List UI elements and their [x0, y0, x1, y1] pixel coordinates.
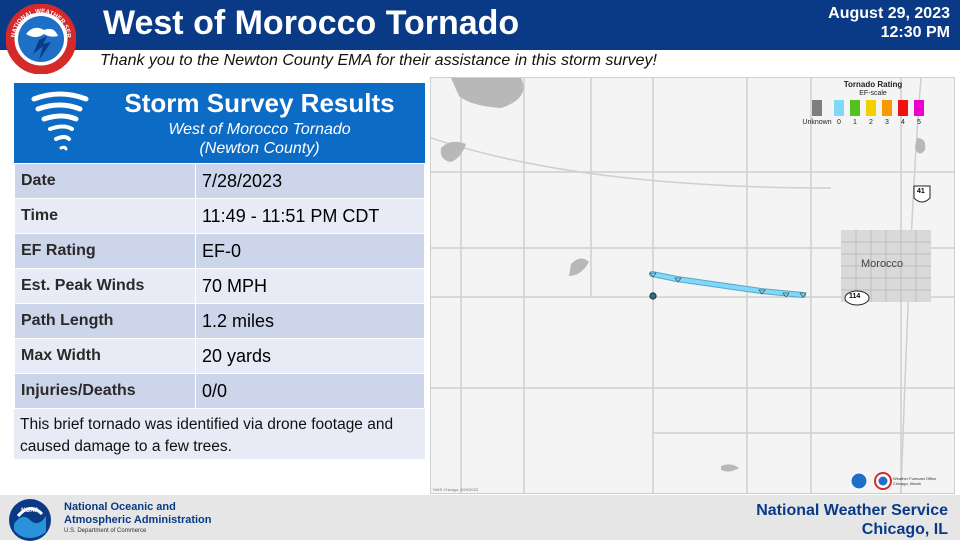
- legend-label: 2: [869, 119, 873, 126]
- panel-subtitle-line2: (Newton County): [199, 140, 320, 157]
- town-label: Morocco: [861, 258, 904, 270]
- row-label: EF Rating: [14, 233, 196, 269]
- row-value: 7/28/2023: [195, 163, 425, 199]
- row-value: 20 yards: [195, 338, 425, 374]
- route-shield-41: [913, 185, 931, 203]
- footer-bar: NOAA National Oceanic and Atmospheric Ad…: [0, 495, 960, 541]
- table-row: Injuries/Deaths 0/0: [14, 373, 425, 409]
- legend-swatch: [882, 100, 892, 116]
- issued-date: August 29, 2023: [828, 5, 950, 22]
- legend-swatch: [898, 100, 908, 116]
- noaa-department: U.S. Department of Commerce: [64, 528, 147, 534]
- legend-swatch: [812, 100, 822, 116]
- tornado-path: [649, 271, 807, 300]
- row-label: Injuries/Deaths: [14, 373, 196, 409]
- damage-path-map[interactable]: Morocco 41 114 NWS Chicago, 8/29/2023 We…: [430, 77, 955, 494]
- legend-swatch: [834, 100, 844, 116]
- map-canvas: [431, 78, 954, 493]
- panel-subtitle: West of Morocco Tornado (Newton County): [94, 120, 425, 158]
- panel-subtitle-line1: West of Morocco Tornado: [168, 121, 351, 138]
- table-row: Date 7/28/2023: [14, 163, 425, 199]
- row-label: Max Width: [14, 338, 196, 374]
- map-credit: NWS Chicago, 8/29/2023: [433, 487, 479, 492]
- row-value: 11:49 - 11:51 PM CDT: [195, 198, 425, 234]
- town-grid: [841, 230, 931, 302]
- legend-label: 4: [901, 119, 905, 126]
- panel-title: Storm Survey Results: [124, 88, 395, 118]
- page-title: West of Morocco Tornado: [103, 4, 520, 42]
- legend-swatch: [866, 100, 876, 116]
- survey-table: Date 7/28/2023 Time 11:49 - 11:51 PM CDT E…: [14, 163, 425, 409]
- tornado-rating-legend: Tornado Rating EF-scale Unknown 0 1 2 3 4 5: [798, 80, 948, 128]
- table-row: Est. Peak Winds 70 MPH: [14, 268, 425, 304]
- acknowledgment-text: Thank you to the Newton County EMA for t…: [100, 52, 657, 69]
- row-label: Time: [14, 198, 196, 234]
- legend-label: Unknown: [802, 119, 832, 126]
- row-label: Date: [14, 163, 196, 199]
- header-bar: West of Morocco Tornado August 29, 2023 …: [0, 0, 960, 50]
- nws-logo-icon: NATIONAL WEATHER SERVICE: [6, 4, 76, 74]
- row-value: 70 MPH: [195, 268, 425, 304]
- office-logo-text: Weather Forecast Office Chicago, Illinoi…: [893, 476, 937, 486]
- survey-results-panel: Storm Survey Results West of Morocco Tor…: [14, 83, 425, 459]
- noaa-name-line1: National Oceanic and: [64, 501, 176, 513]
- svg-text:NOAA: NOAA: [21, 508, 39, 514]
- legend-label: 5: [917, 119, 921, 126]
- table-row: Path Length 1.2 miles: [14, 303, 425, 339]
- legend-label: 1: [853, 119, 857, 126]
- table-row: EF Rating EF-0: [14, 233, 425, 269]
- route-label-41: 41: [917, 188, 925, 195]
- nws-office-line1: National Weather Service: [756, 502, 948, 519]
- legend-label: 0: [837, 119, 841, 126]
- legend-title: Tornado Rating: [843, 80, 903, 89]
- row-value: EF-0: [195, 233, 425, 269]
- issued-datetime: August 29, 2023 12:30 PM: [828, 4, 950, 42]
- map-office-logos: [850, 472, 892, 490]
- route-shield-114: [844, 290, 870, 306]
- row-label: Est. Peak Winds: [14, 268, 196, 304]
- table-row: Max Width 20 yards: [14, 338, 425, 374]
- tornado-icon: [31, 91, 89, 151]
- legend-swatch: [914, 100, 924, 116]
- row-value: 0/0: [195, 373, 425, 409]
- survey-description: This brief tornado was identified via dr…: [14, 409, 425, 459]
- panel-header: Storm Survey Results West of Morocco Tor…: [14, 83, 425, 163]
- noaa-name-line2: Atmospheric Administration: [64, 514, 212, 526]
- row-label: Path Length: [14, 303, 196, 339]
- legend-label: 3: [885, 119, 889, 126]
- legend-swatch: [850, 100, 860, 116]
- nws-office-line2: Chicago, IL: [861, 521, 948, 538]
- legend-subtitle: EF-scale: [859, 90, 887, 97]
- nws-office: National Weather Service Chicago, IL: [756, 501, 948, 539]
- table-row: Time 11:49 - 11:51 PM CDT: [14, 198, 425, 234]
- noaa-logo-icon: NOAA: [9, 499, 51, 541]
- route-label-114: 114: [849, 293, 861, 300]
- issued-time: 12:30 PM: [880, 24, 950, 41]
- row-value: 1.2 miles: [195, 303, 425, 339]
